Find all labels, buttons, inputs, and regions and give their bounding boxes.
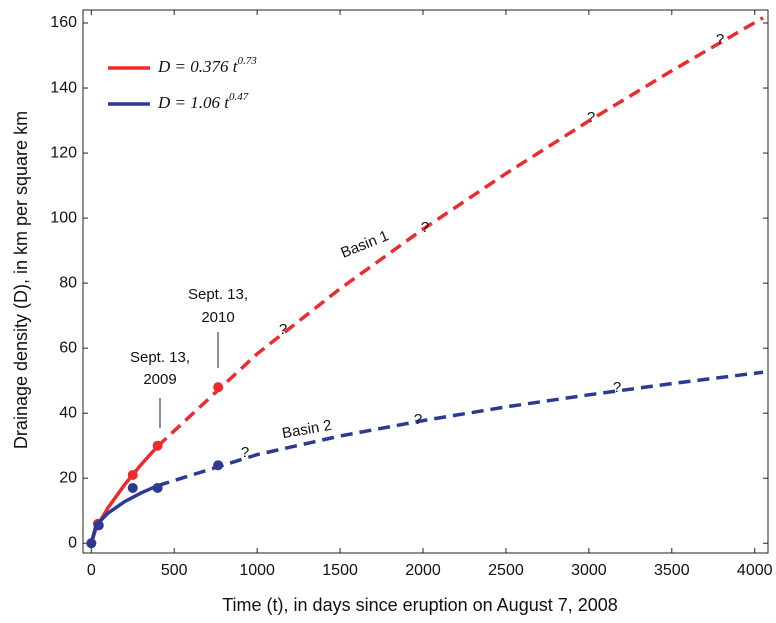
y-tick-label: 20 [59,469,77,486]
annotation: Sept. 13, [188,286,248,303]
x-tick-label: 1000 [239,562,275,579]
x-tick-label: 3500 [654,562,690,579]
y-tick-label: 100 [50,209,77,226]
y-tick-label: 60 [59,339,77,356]
x-tick-label: 3000 [571,562,607,579]
question-mark: ? [414,411,422,428]
question-mark: ? [241,444,249,461]
question-mark: ? [421,219,429,236]
fit-line [89,484,159,544]
annotation: 2010 [201,309,234,326]
data-point [127,469,138,480]
y-tick-label: 80 [59,274,77,291]
question-mark: ? [587,109,595,126]
x-tick-label: 2000 [405,562,441,579]
x-tick-label: 2500 [488,562,524,579]
annotation: 2009 [143,371,176,388]
legend-label: D = 0.376 t0.73 [157,55,257,76]
x-axis-label: Time (t), in days since eruption on Augu… [222,595,618,615]
y-tick-label: 40 [59,404,77,421]
question-mark: ? [613,379,621,396]
data-point [93,520,104,531]
legend-name: D = 1.06 t [157,93,230,112]
extrapolation-line [156,16,764,448]
legend-name: D = 0.376 t [157,57,239,76]
x-tick-label: 1500 [322,562,358,579]
y-axis-label: Drainage density (D), in km per square k… [11,111,31,449]
y-tick-label: 120 [50,144,77,161]
y-tick-label: 0 [68,534,77,551]
data-point [86,538,97,549]
legend-exponent: 0.73 [237,55,257,67]
data-point [213,460,224,471]
data-point [152,482,163,493]
annotation: Sept. 13, [130,349,190,366]
data-point [213,382,224,393]
x-tick-label: 4000 [737,562,773,579]
legend-exponent: 0.47 [229,91,249,103]
x-tick-label: 500 [161,562,188,579]
y-tick-label: 160 [50,14,77,31]
legend-label: D = 1.06 t0.47 [157,91,249,112]
x-tick-label: 0 [87,562,96,579]
extrapolation-line [157,370,764,488]
data-point [152,440,163,451]
question-mark: ? [716,31,724,48]
question-mark: ? [279,321,287,338]
data-point [127,482,138,493]
plot-frame [82,9,769,554]
y-tick-label: 140 [50,79,77,96]
